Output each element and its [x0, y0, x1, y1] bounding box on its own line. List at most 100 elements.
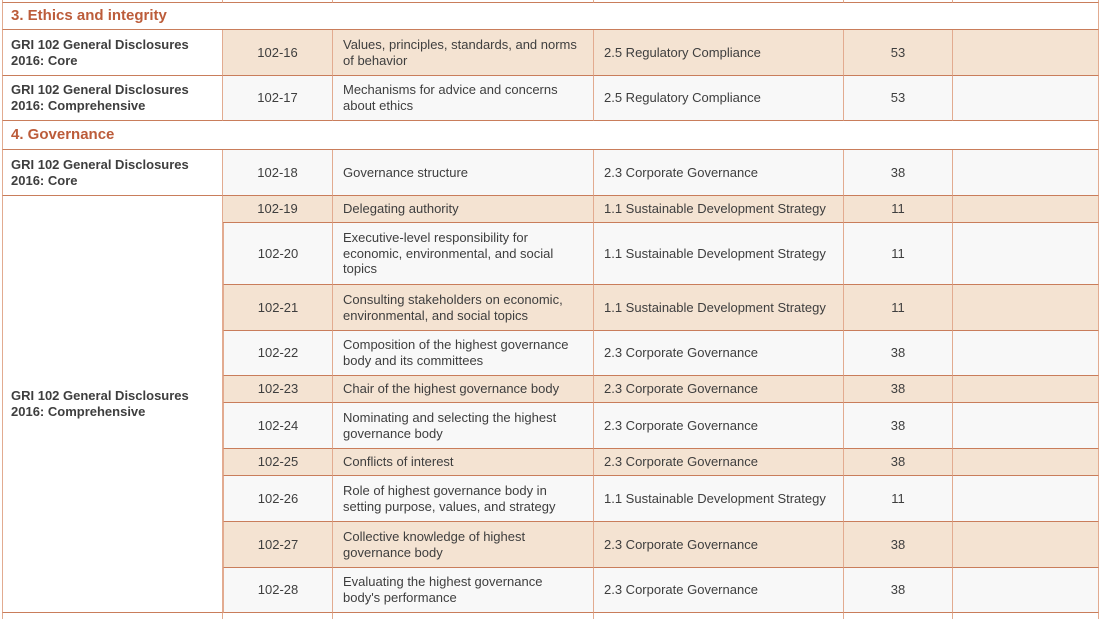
- omission-cell: [953, 376, 1099, 403]
- section-title-ethics: 3. Ethics and integrity: [2, 3, 1099, 30]
- stub-cell: [223, 613, 333, 619]
- stub-cell: [953, 0, 1099, 3]
- reference-cell: 1.1 Sustainable Development Strategy: [594, 223, 844, 285]
- omission-cell: [953, 196, 1099, 223]
- description-cell: Collective knowledge of highest governan…: [333, 522, 594, 568]
- reference-cell: 2.3 Corporate Governance: [594, 449, 844, 476]
- table-row: 102-24 Nominating and selecting the high…: [2, 403, 1099, 449]
- description-cell: Evaluating the highest governance body's…: [333, 568, 594, 613]
- description-cell: Mechanisms for advice and concerns about…: [333, 76, 594, 121]
- reference-cell: 2.5 Regulatory Compliance: [594, 30, 844, 76]
- omission-cell: [953, 449, 1099, 476]
- standard-cell: GRI 102 General Disclosures 2016: Core: [2, 30, 223, 76]
- stub-cell: [333, 0, 594, 3]
- disclosure-cell: 102-25: [223, 449, 333, 476]
- stub-cell: [953, 613, 1099, 619]
- stub-cell: [2, 0, 223, 3]
- stub-cell: [333, 613, 594, 619]
- table-row: GRI 102 General Disclosures 2016: Core 1…: [2, 150, 1099, 196]
- reference-cell: 1.1 Sustainable Development Strategy: [594, 476, 844, 522]
- section-header-row: 4. Governance: [2, 121, 1099, 150]
- reference-cell: 2.5 Regulatory Compliance: [594, 76, 844, 121]
- reference-cell: 2.3 Corporate Governance: [594, 403, 844, 449]
- standard-cell: GRI 102 General Disclosures 2016: Compre…: [2, 76, 223, 121]
- description-cell: Composition of the highest governance bo…: [333, 331, 594, 376]
- stub-cell: [844, 0, 953, 3]
- page-cell: 53: [844, 30, 953, 76]
- omission-cell: [953, 30, 1099, 76]
- disclosure-cell: 102-16: [223, 30, 333, 76]
- table-row: 102-21 Consulting stakeholders on econom…: [2, 285, 1099, 331]
- omission-cell: [953, 476, 1099, 522]
- page-cell: 53: [844, 76, 953, 121]
- section-header-row: 3. Ethics and integrity: [2, 3, 1099, 30]
- description-cell: Governance structure: [333, 150, 594, 196]
- page-cell: 38: [844, 403, 953, 449]
- reference-cell: 2.3 Corporate Governance: [594, 376, 844, 403]
- table-row: 102-20 Executive-level responsibility fo…: [2, 223, 1099, 285]
- description-cell: Executive-level responsibility for econo…: [333, 223, 594, 285]
- stub-cell: [223, 0, 333, 3]
- reference-cell: 2.3 Corporate Governance: [594, 522, 844, 568]
- description-cell: Delegating authority: [333, 196, 594, 223]
- table-row: 102-27 Collective knowledge of highest g…: [2, 522, 1099, 568]
- stub-cell: [594, 0, 844, 3]
- stub-cell: [2, 613, 223, 619]
- omission-cell: [953, 76, 1099, 121]
- reference-cell: 2.3 Corporate Governance: [594, 331, 844, 376]
- disclosure-cell: 102-20: [223, 223, 333, 285]
- table-row: 102-28 Evaluating the highest governance…: [2, 568, 1099, 613]
- standard-cell-merged: GRI 102 General Disclosures 2016: Compre…: [2, 196, 223, 613]
- page-cell: 38: [844, 376, 953, 403]
- description-cell: Chair of the highest governance body: [333, 376, 594, 403]
- page-cell: 11: [844, 285, 953, 331]
- disclosure-cell: 102-21: [223, 285, 333, 331]
- page-cell: 38: [844, 568, 953, 613]
- disclosure-cell: 102-18: [223, 150, 333, 196]
- reference-cell: 2.3 Corporate Governance: [594, 568, 844, 613]
- stub-cell: [594, 613, 844, 619]
- description-cell: Consulting stakeholders on economic, env…: [333, 285, 594, 331]
- table-continuation-bottom: [2, 613, 1099, 619]
- table-row: GRI 102 General Disclosures 2016: Compre…: [2, 76, 1099, 121]
- disclosure-cell: 102-23: [223, 376, 333, 403]
- disclosure-cell: 102-27: [223, 522, 333, 568]
- disclosure-cell: 102-24: [223, 403, 333, 449]
- reference-cell: 1.1 Sustainable Development Strategy: [594, 285, 844, 331]
- omission-cell: [953, 568, 1099, 613]
- standard-cell: GRI 102 General Disclosures 2016: Core: [2, 150, 223, 196]
- omission-cell: [953, 522, 1099, 568]
- description-cell: Values, principles, standards, and norms…: [333, 30, 594, 76]
- disclosure-cell: 102-28: [223, 568, 333, 613]
- section-title-governance: 4. Governance: [2, 121, 1099, 150]
- omission-cell: [953, 150, 1099, 196]
- omission-cell: [953, 403, 1099, 449]
- table-row: GRI 102 General Disclosures 2016: Compre…: [2, 196, 1099, 613]
- omission-cell: [953, 331, 1099, 376]
- disclosure-cell: 102-17: [223, 76, 333, 121]
- table-continuation-top: [2, 0, 1099, 3]
- disclosure-cell: 102-22: [223, 331, 333, 376]
- table-row: GRI 102 General Disclosures 2016: Core 1…: [2, 30, 1099, 76]
- table-row: 102-25 Conflicts of interest 2.3 Corpora…: [2, 449, 1099, 476]
- page-cell: 38: [844, 522, 953, 568]
- page-cell: 11: [844, 223, 953, 285]
- page-cell: 38: [844, 331, 953, 376]
- page-cell: 38: [844, 449, 953, 476]
- description-cell: Role of highest governance body in setti…: [333, 476, 594, 522]
- table-row: 102-23 Chair of the highest governance b…: [2, 376, 1099, 403]
- page-cell: 11: [844, 476, 953, 522]
- disclosure-cell: 102-26: [223, 476, 333, 522]
- description-cell: Nominating and selecting the highest gov…: [333, 403, 594, 449]
- stub-cell: [844, 613, 953, 619]
- disclosure-cell: 102-19: [223, 196, 333, 223]
- page-cell: 11: [844, 196, 953, 223]
- reference-cell: 2.3 Corporate Governance: [594, 150, 844, 196]
- omission-cell: [953, 285, 1099, 331]
- table-row: 102-22 Composition of the highest govern…: [2, 331, 1099, 376]
- table-row: 102-26 Role of highest governance body i…: [2, 476, 1099, 522]
- page-cell: 38: [844, 150, 953, 196]
- omission-cell: [953, 223, 1099, 285]
